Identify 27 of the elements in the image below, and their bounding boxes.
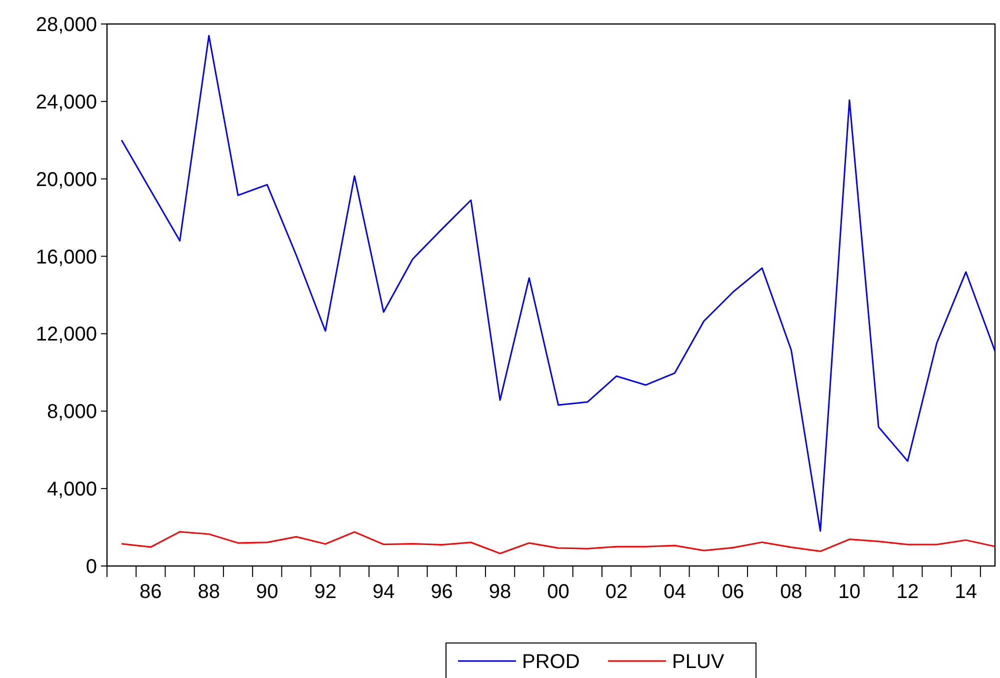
- x-tick-label: 06: [722, 581, 744, 603]
- x-tick-label: 12: [896, 581, 919, 603]
- y-tick-label: 0: [86, 556, 97, 578]
- x-tick-label: 86: [140, 581, 162, 603]
- y-tick-label: 16,000: [36, 246, 97, 268]
- x-tick-label: 10: [838, 581, 861, 603]
- y-tick-label: 24,000: [36, 91, 97, 114]
- y-tick-label: 20,000: [36, 168, 97, 191]
- x-tick-label: 04: [664, 581, 686, 603]
- x-tick-label: 98: [488, 581, 512, 603]
- x-tick-label: 88: [198, 581, 220, 603]
- x-tick-label: 08: [780, 581, 802, 603]
- x-tick-label: 94: [372, 581, 395, 603]
- x-tick-label: 90: [256, 581, 278, 603]
- x-tick-label: 02: [605, 581, 628, 603]
- legend-label: PROD: [522, 651, 580, 673]
- line-series: [120, 530, 996, 554]
- y-tick-label: 12,000: [36, 324, 97, 346]
- x-tick-label: 14: [954, 581, 978, 603]
- legend-label: PLUV: [672, 651, 725, 673]
- x-tick-label: 96: [430, 581, 453, 603]
- x-tick-label: 00: [547, 581, 570, 603]
- y-tick-label: 8,000: [46, 401, 97, 424]
- x-tick-label: 92: [314, 581, 336, 603]
- line-series: [120, 34, 996, 532]
- y-tick-label: 4,000: [46, 478, 97, 501]
- y-tick-label: 28,000: [36, 14, 97, 36]
